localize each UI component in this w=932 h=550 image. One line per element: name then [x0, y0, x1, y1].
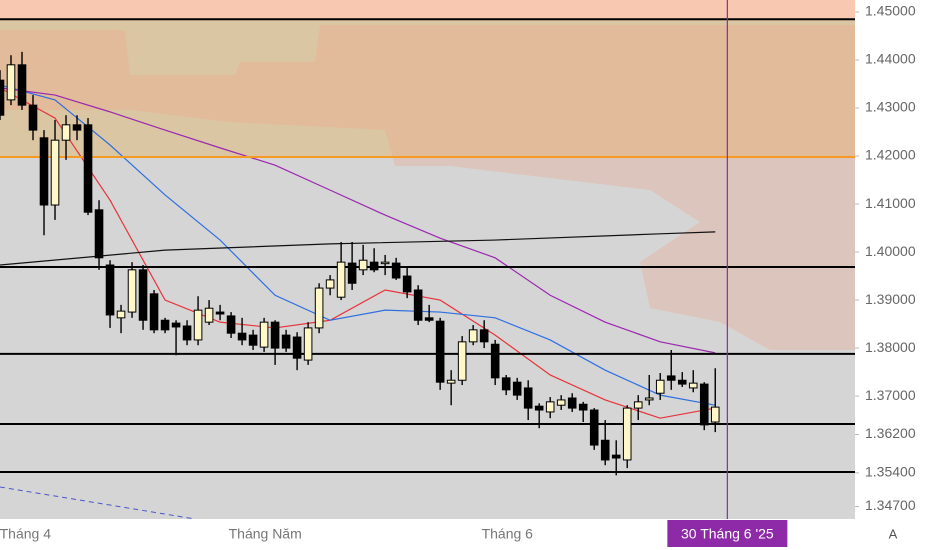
cloud — [0, 25, 855, 519]
candle-body — [545, 401, 555, 413]
candle-body — [446, 379, 456, 384]
y-tick-label: 1.42000 — [865, 147, 916, 163]
zone — [0, 0, 855, 20]
candle-body — [336, 261, 346, 298]
candle-body — [699, 383, 709, 426]
y-tick-label: 1.38000 — [865, 339, 916, 355]
y-tick-label: 1.45000 — [865, 3, 916, 19]
x-tick-label: Tháng 6 — [482, 526, 534, 542]
candle-body — [655, 379, 665, 394]
y-tick-label: 1.39000 — [865, 291, 916, 307]
candle-body — [226, 315, 236, 334]
candle-body — [479, 329, 489, 343]
y-tick-label: 1.40000 — [865, 243, 916, 259]
candle-body — [380, 261, 390, 265]
candle-body — [303, 327, 313, 361]
candle-body — [94, 209, 104, 259]
candle-body — [160, 319, 170, 331]
candle-body — [358, 259, 368, 271]
candle-body — [292, 336, 302, 359]
moving-average — [0, 87, 716, 419]
candle-body — [556, 399, 566, 406]
y-tick-label: 1.44000 — [865, 51, 916, 67]
candle-body — [325, 279, 335, 289]
candle-body — [501, 377, 511, 391]
candle-body — [688, 382, 698, 389]
candle-body — [600, 439, 610, 461]
candle-body — [28, 104, 38, 131]
candle-body — [622, 407, 632, 461]
candle-body — [468, 329, 478, 343]
candle-body — [0, 79, 5, 116]
cursor-label: 30 Tháng 6 '25 — [681, 526, 774, 542]
y-tick-label: 1.37000 — [865, 387, 916, 403]
moving-average — [0, 87, 716, 354]
candle-body — [193, 309, 203, 341]
candle-body — [391, 262, 401, 279]
candle-body — [424, 317, 434, 321]
x-tick-label: Tháng 4 — [0, 526, 51, 542]
moving-average — [0, 231, 716, 266]
candle-body — [127, 269, 137, 313]
candle-body — [61, 124, 71, 141]
candle-body — [347, 262, 357, 284]
candle-body — [17, 64, 27, 106]
candle-body — [402, 275, 412, 293]
candle-body — [490, 343, 500, 379]
candle-body — [116, 310, 126, 319]
y-tick-label: 1.41000 — [865, 195, 916, 211]
candle-body — [6, 64, 16, 101]
candle-body — [611, 454, 621, 459]
candle-body — [72, 124, 82, 131]
candle-body — [710, 406, 720, 423]
candle-body — [215, 311, 225, 315]
candle-body — [578, 403, 588, 411]
candle-body — [259, 321, 269, 348]
candle-body — [270, 321, 280, 349]
candle-body — [50, 139, 60, 206]
candle-body — [171, 322, 181, 328]
zone — [0, 156, 855, 519]
candle-body — [204, 307, 214, 323]
candle-body — [105, 264, 115, 316]
zone — [0, 19, 855, 157]
candle-body — [633, 401, 643, 409]
candle-body — [83, 124, 93, 213]
candle-body — [457, 341, 467, 381]
candle-body — [248, 334, 258, 346]
candle-body — [677, 379, 687, 385]
candle-body — [435, 320, 445, 383]
y-tick-label: 1.35400 — [865, 464, 916, 480]
x-tick-label: Tháng Năm — [229, 526, 302, 542]
price-axis — [855, 0, 932, 550]
candle-body — [138, 269, 148, 321]
candle-body — [182, 325, 192, 341]
candle-body — [523, 387, 533, 409]
auto-scale-button[interactable]: A — [889, 526, 898, 541]
candle-body — [149, 293, 159, 331]
y-tick-label: 1.36200 — [865, 425, 916, 441]
candle-body — [281, 334, 291, 349]
candle-body — [413, 289, 423, 321]
candle-body — [512, 381, 522, 396]
candle-body — [39, 137, 49, 206]
y-tick-label: 1.43000 — [865, 99, 916, 115]
candle-body — [237, 332, 247, 341]
cursor-label-box — [667, 520, 788, 547]
candle-body — [314, 287, 324, 329]
candle-body — [534, 405, 544, 411]
candle-body — [369, 261, 379, 271]
candle-body — [589, 409, 599, 446]
moving-average — [0, 84, 716, 406]
candle-body — [567, 397, 577, 409]
y-tick-label: 1.34700 — [865, 497, 916, 513]
candle-body — [644, 397, 654, 401]
candle-body — [666, 375, 676, 381]
